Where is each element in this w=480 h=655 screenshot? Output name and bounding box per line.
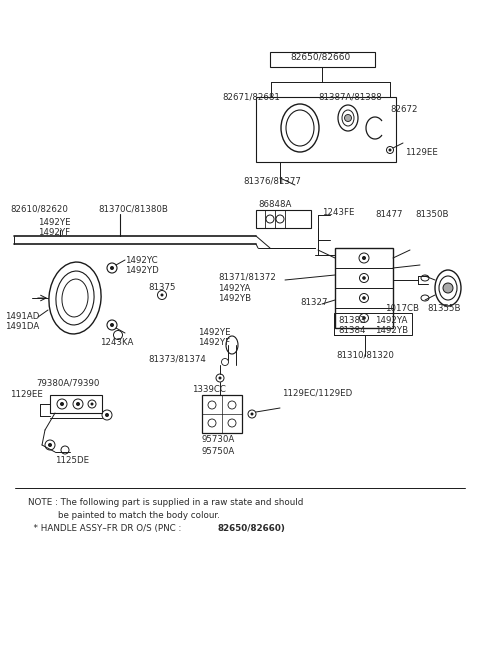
Text: 1492YB: 1492YB xyxy=(375,326,408,335)
Text: 81350B: 81350B xyxy=(415,210,448,219)
Text: 79380A/79390: 79380A/79390 xyxy=(36,378,99,387)
Text: 1129EE: 1129EE xyxy=(405,148,438,157)
Text: 1492YE: 1492YE xyxy=(38,218,71,227)
Text: 86848A: 86848A xyxy=(258,200,291,209)
Text: NOTE : The following part is supplied in a raw state and should: NOTE : The following part is supplied in… xyxy=(28,498,303,507)
Circle shape xyxy=(57,399,67,409)
Text: 82672: 82672 xyxy=(390,105,418,114)
Circle shape xyxy=(251,413,253,415)
Circle shape xyxy=(362,276,366,280)
Text: 1129EE: 1129EE xyxy=(10,390,43,399)
Bar xyxy=(50,395,102,413)
Text: 82650/82660): 82650/82660) xyxy=(218,524,286,533)
Circle shape xyxy=(107,320,117,330)
Text: be painted to match the body colour.: be painted to match the body colour. xyxy=(58,511,220,520)
Text: 95750A: 95750A xyxy=(202,447,235,456)
Circle shape xyxy=(362,296,366,300)
Text: 82671/82681: 82671/82681 xyxy=(222,93,280,102)
Circle shape xyxy=(221,358,228,365)
Circle shape xyxy=(218,377,221,379)
Text: 1491DA: 1491DA xyxy=(5,322,39,331)
Circle shape xyxy=(110,266,114,270)
Text: 81327: 81327 xyxy=(300,298,327,307)
Circle shape xyxy=(266,215,274,223)
Ellipse shape xyxy=(49,262,101,334)
Bar xyxy=(256,97,396,162)
Circle shape xyxy=(60,402,64,406)
Bar xyxy=(256,210,311,228)
Text: 81375: 81375 xyxy=(148,283,176,292)
Text: 81477: 81477 xyxy=(375,210,403,219)
Circle shape xyxy=(228,419,236,427)
Circle shape xyxy=(76,402,80,406)
Text: 81384: 81384 xyxy=(338,326,365,335)
Text: 1492YA: 1492YA xyxy=(375,316,408,325)
Ellipse shape xyxy=(338,105,358,131)
Circle shape xyxy=(362,316,366,320)
Circle shape xyxy=(88,400,96,408)
Ellipse shape xyxy=(286,110,314,146)
Text: 1017CB: 1017CB xyxy=(385,304,419,313)
Text: 1243FE: 1243FE xyxy=(322,208,355,217)
Circle shape xyxy=(107,263,117,273)
Text: 1492YF: 1492YF xyxy=(38,228,70,237)
Text: 1491AD: 1491AD xyxy=(5,312,39,321)
Text: 1243KA: 1243KA xyxy=(100,338,133,347)
Ellipse shape xyxy=(435,270,461,306)
Text: 1129EC/1129ED: 1129EC/1129ED xyxy=(282,388,352,397)
Circle shape xyxy=(248,410,256,418)
Circle shape xyxy=(45,440,55,450)
Text: 81383: 81383 xyxy=(338,316,365,325)
Circle shape xyxy=(157,291,167,299)
Circle shape xyxy=(160,293,164,297)
Ellipse shape xyxy=(281,104,319,152)
Circle shape xyxy=(362,256,366,260)
Circle shape xyxy=(276,215,284,223)
Text: 81387A/81388: 81387A/81388 xyxy=(318,93,382,102)
Text: * HANDLE ASSY–FR DR O/S (PNC :: * HANDLE ASSY–FR DR O/S (PNC : xyxy=(28,524,184,533)
Ellipse shape xyxy=(342,110,354,126)
Ellipse shape xyxy=(421,275,429,281)
Bar xyxy=(334,313,412,335)
Text: 81370C/81380B: 81370C/81380B xyxy=(98,204,168,213)
Text: 1125DE: 1125DE xyxy=(55,456,89,465)
Text: 1492YB: 1492YB xyxy=(218,294,251,303)
Circle shape xyxy=(345,115,351,121)
Circle shape xyxy=(91,403,94,405)
Ellipse shape xyxy=(62,279,88,317)
Circle shape xyxy=(443,283,453,293)
Text: 1492YA: 1492YA xyxy=(218,284,251,293)
Circle shape xyxy=(208,401,216,409)
Text: 95730A: 95730A xyxy=(202,435,235,444)
Text: 1492YC: 1492YC xyxy=(125,256,157,265)
Text: 81310/81320: 81310/81320 xyxy=(336,350,394,359)
Ellipse shape xyxy=(56,271,94,325)
Circle shape xyxy=(110,323,114,327)
Bar xyxy=(202,395,242,433)
Ellipse shape xyxy=(421,295,429,301)
Circle shape xyxy=(216,374,224,382)
Circle shape xyxy=(102,410,112,420)
Text: 1492YD: 1492YD xyxy=(125,266,159,275)
Text: 1339CC: 1339CC xyxy=(192,385,226,394)
Text: 81371/81372: 81371/81372 xyxy=(218,272,276,281)
Text: 82610/82620: 82610/82620 xyxy=(10,204,68,213)
Circle shape xyxy=(61,446,69,454)
Text: 81373/81374: 81373/81374 xyxy=(148,355,206,364)
Text: 1492YE: 1492YE xyxy=(198,328,230,337)
Text: 1492YF: 1492YF xyxy=(198,338,230,347)
Circle shape xyxy=(228,401,236,409)
Bar xyxy=(335,248,393,328)
Circle shape xyxy=(73,399,83,409)
Ellipse shape xyxy=(439,276,457,300)
Text: 81376/81377: 81376/81377 xyxy=(243,176,301,185)
Circle shape xyxy=(105,413,109,417)
Bar xyxy=(270,52,375,67)
Text: 81355B: 81355B xyxy=(427,304,460,313)
Circle shape xyxy=(48,443,52,447)
Circle shape xyxy=(208,419,216,427)
Text: 82650/82660: 82650/82660 xyxy=(290,53,350,62)
Circle shape xyxy=(388,149,392,151)
